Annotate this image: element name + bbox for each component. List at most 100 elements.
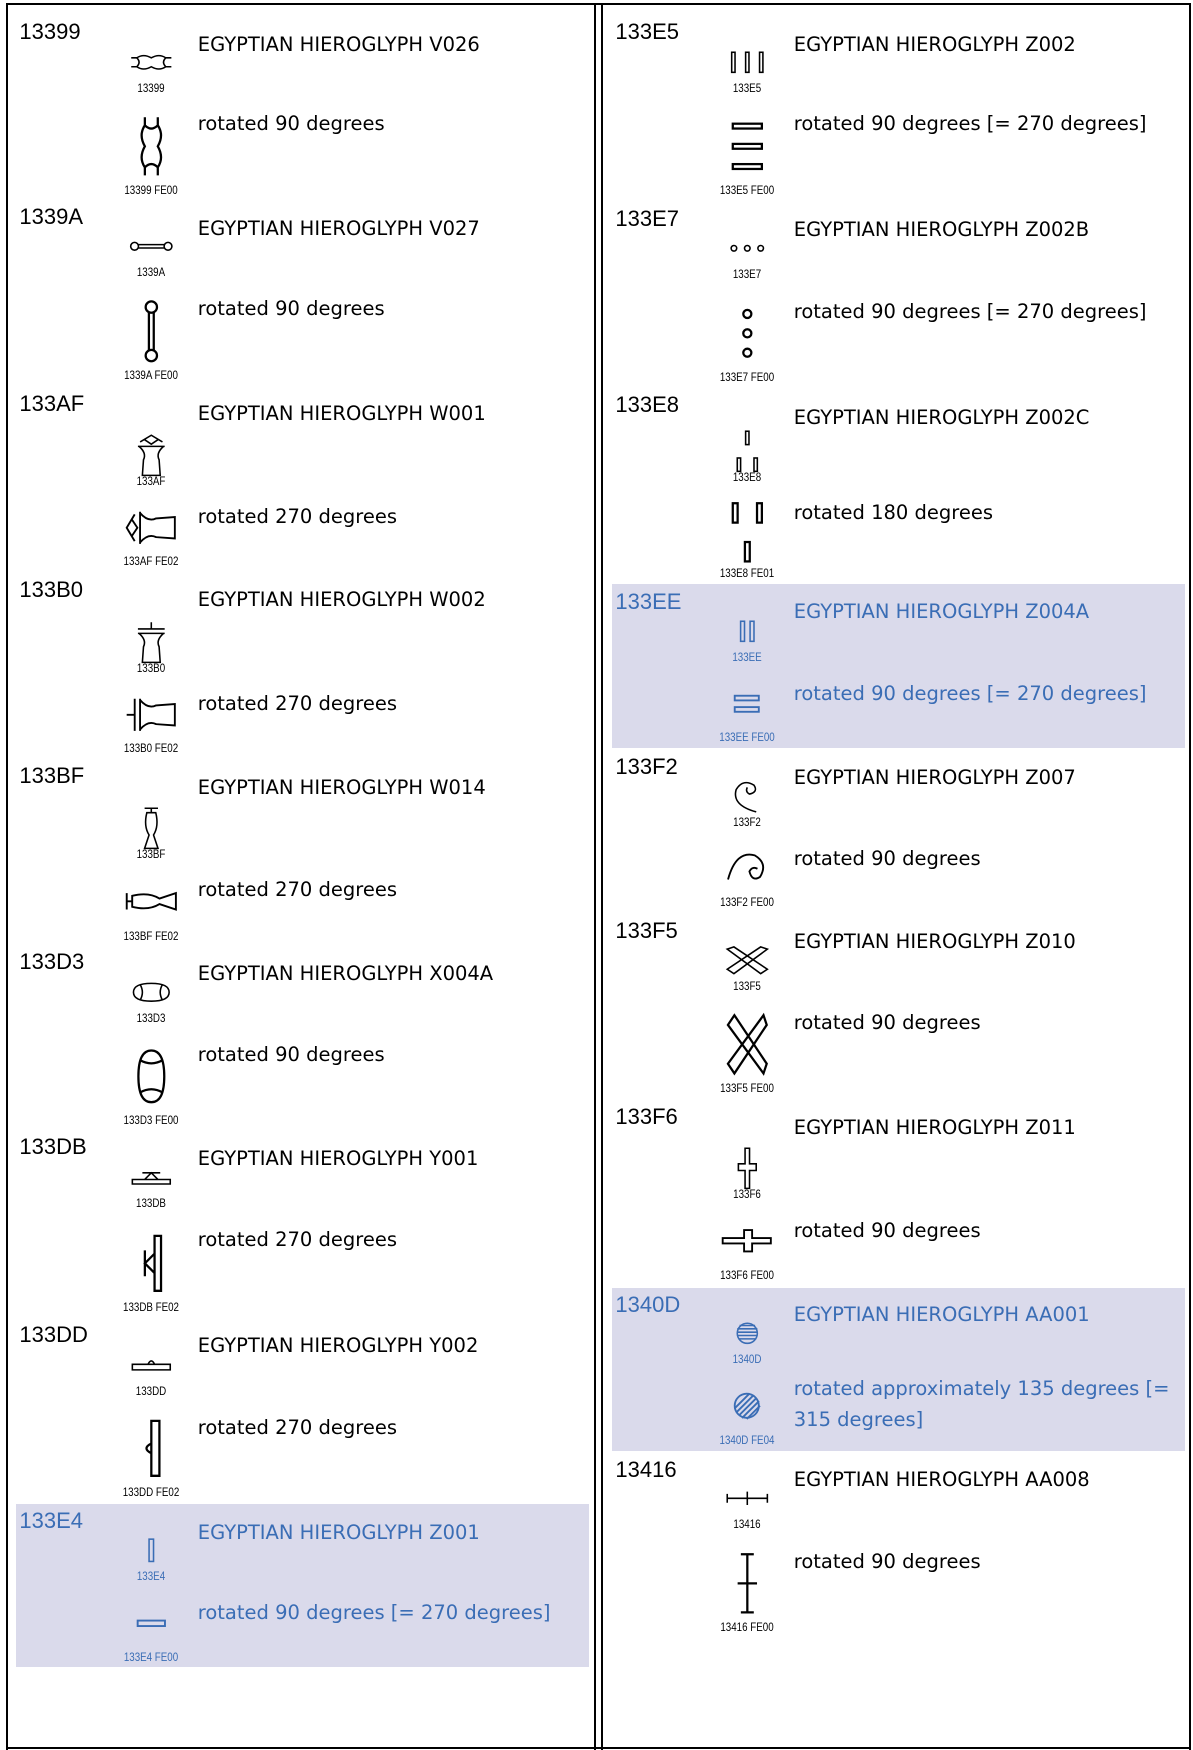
glyph: [741, 308, 753, 358]
variant-description: rotated 270 degrees: [197, 504, 398, 528]
glyph: [137, 433, 165, 476]
glyph: [129, 241, 173, 252]
code: 133B0: [19, 576, 83, 602]
glyph: [131, 1360, 171, 1372]
variant-description: rotated 90 degrees [= 270 degrees]: [793, 682, 1147, 706]
glyph-label: 133F2: [733, 816, 761, 829]
variant-description: rotated 270 degrees: [197, 878, 398, 902]
glyph-label: 133E5: [732, 83, 762, 96]
glyph: [131, 1171, 171, 1185]
code: 13416: [615, 1456, 677, 1482]
glyph-label: 1339A: [136, 267, 166, 280]
glyph: [143, 807, 159, 850]
glyph: [132, 982, 170, 1003]
name: EGYPTIAN HIEROGLYPH Y002: [197, 1334, 479, 1358]
variant-label: 133E5 FE00: [719, 184, 775, 197]
glyph-label: 133E8: [732, 472, 762, 485]
variant-label: 1340D FE04: [719, 1434, 775, 1447]
code: 1340D: [615, 1291, 681, 1317]
variant-label: 133B0 FE02: [123, 743, 179, 756]
variant-description: rotated 90 degrees: [197, 1043, 385, 1067]
variant-description: rotated 180 degrees: [793, 501, 994, 525]
variant-label: 133F2 FE00: [720, 897, 774, 910]
name: EGYPTIAN HIEROGLYPH Z011: [793, 1115, 1076, 1139]
variant-description: rotated 90 degrees: [197, 297, 385, 321]
variant-description: rotated 90 degrees [= 270 degrees]: [197, 1600, 551, 1624]
name: EGYPTIAN HIEROGLYPH W002: [197, 588, 486, 612]
glyph-label: 13399: [137, 83, 165, 96]
glyph: [140, 116, 162, 176]
name: EGYPTIAN HIEROGLYPH V027: [197, 217, 480, 241]
glyph: [144, 1419, 161, 1477]
glyph: [137, 622, 165, 664]
highlight: [612, 1287, 1186, 1451]
name: EGYPTIAN HIEROGLYPH Y001: [197, 1146, 479, 1170]
name: EGYPTIAN HIEROGLYPH V026: [197, 33, 480, 57]
glyph: [739, 620, 755, 642]
glyph-label: 133AF: [136, 475, 166, 488]
name: EGYPTIAN HIEROGLYPH AA008: [793, 1468, 1090, 1492]
variant-label: 133E7 FE00: [719, 371, 775, 384]
code: 133D3: [19, 949, 85, 975]
variant-label: 133E4 FE00: [123, 1652, 179, 1664]
glyph: [737, 1553, 757, 1614]
name: EGYPTIAN HIEROGLYPH Z002C: [793, 405, 1090, 429]
glyph-label: 133BF: [136, 849, 166, 862]
glyph-label: 133EE: [732, 651, 762, 664]
name: EGYPTIAN HIEROGLYPH Z002B: [793, 218, 1090, 242]
name: EGYPTIAN HIEROGLYPH X004A: [197, 961, 494, 985]
glyph: [729, 245, 764, 253]
frame-left: [6, 3, 8, 1750]
variant-label: 133DB FE02: [122, 1301, 179, 1314]
glyph: [721, 1229, 772, 1253]
glyph: [725, 945, 769, 975]
frame-bottom: [6, 1747, 1191, 1749]
highlight: [612, 584, 1186, 749]
variant-description: rotated 270 degrees: [197, 1415, 398, 1439]
name: EGYPTIAN HIEROGLYPH AA001: [793, 1303, 1090, 1327]
glyph-label: 13416: [733, 1519, 761, 1532]
variant-label: 133BF FE02: [123, 930, 179, 943]
variant-label: 1339A FE00: [124, 369, 178, 382]
glyph-label: 133DB: [135, 1198, 166, 1211]
name: EGYPTIAN HIEROGLYPH Z002: [793, 33, 1076, 57]
variant-label: 133D3 FE00: [123, 1114, 179, 1127]
name: EGYPTIAN HIEROGLYPH Z010: [793, 929, 1076, 953]
variant-label: 13416 FE00: [720, 1621, 774, 1634]
code: 133BF: [19, 763, 85, 789]
glyph: [125, 891, 177, 911]
code: 133AF: [19, 390, 85, 416]
name: EGYPTIAN HIEROGLYPH Z007: [793, 765, 1076, 789]
variant-label: 133F5 FE00: [720, 1083, 774, 1096]
code: 133F5: [615, 918, 678, 944]
glyph: [737, 1147, 757, 1190]
frame-right: [1189, 3, 1191, 1750]
glyph: [733, 1393, 761, 1420]
glyph: [136, 1048, 166, 1103]
variant-description: rotated 90 degrees: [197, 112, 385, 136]
glyph-label: 133E7: [732, 269, 762, 282]
code: 133F6: [615, 1104, 678, 1130]
glyph-label: 133E4: [136, 1570, 166, 1583]
code: 133E4: [19, 1507, 83, 1533]
variant-description: rotated 270 degrees: [197, 692, 398, 716]
column-divider: [594, 3, 596, 1750]
code: 1339A: [19, 204, 83, 230]
variant-description: rotated 90 degrees [= 270 degrees]: [793, 299, 1147, 323]
glyph: [726, 1013, 768, 1077]
name: EGYPTIAN HIEROGLYPH Z001: [197, 1520, 480, 1544]
variant-description: rotated 90 degrees: [793, 1219, 981, 1243]
name: EGYPTIAN HIEROGLYPH Z004A: [793, 599, 1090, 623]
variant-description: rotated 90 degrees: [793, 1549, 981, 1573]
glyph: [731, 501, 763, 563]
glyph: [736, 1322, 758, 1345]
variant-description: rotated 90 degrees: [793, 847, 981, 871]
glyph: [130, 54, 172, 70]
variant-description: rotated approximately 135 degrees [= 315…: [793, 1376, 1170, 1431]
glyph-label: 1340D: [732, 1354, 762, 1367]
code: 133E5: [615, 19, 679, 45]
glyph-label: 133D3: [136, 1013, 166, 1026]
variant-label: 133E8 FE01: [719, 568, 775, 581]
glyph: [144, 300, 158, 363]
